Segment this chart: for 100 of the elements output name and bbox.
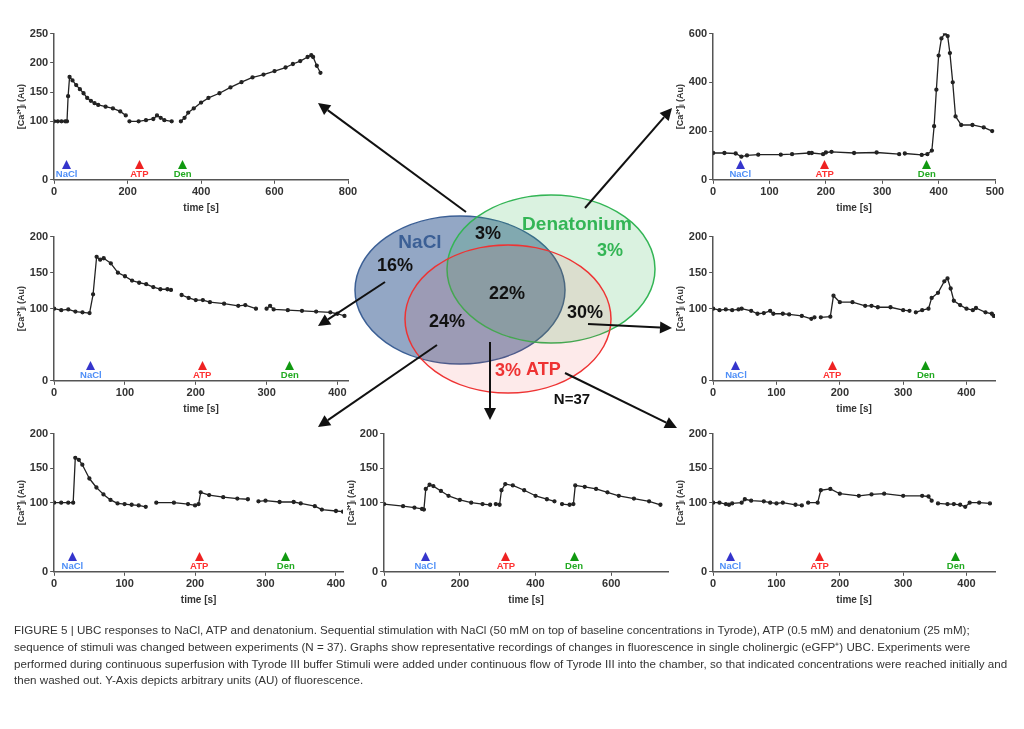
y-tick-label: 150 [688,461,708,474]
text: 24% [428,311,466,331]
y-tick-label: 400 [688,75,708,88]
y-tick-label: 100 [29,301,49,314]
annotation: ATP [821,368,843,380]
text: 3% [495,360,522,380]
y-tick-label: 200 [688,229,708,242]
y-axis-title: [Ca²⁺]ᵢ (Au) [15,286,26,332]
y-tick-label: 150 [688,265,708,278]
y-tick-label: 200 [29,229,49,242]
y-tick-label: 0 [701,564,708,577]
y-axis-title: [Ca²⁺]ᵢ (Au) [345,480,356,526]
x-tick-label: 600 [602,577,621,590]
y-axis-title: [Ca²⁺]ᵢ (Au) [15,480,26,526]
y-tick-label: 0 [701,172,708,185]
caption: FIGURE 5 | UBC responses to NaCl, ATP and denatonium. Sequential stimulation with NaCl (50 mM on top of baseline concentrations in Tyrode), ATP (0.5 mM) and denatonium (25 mM); sequence of stimuli was changed between experiments (N = 37). Graphs show representative recordings of changes in fluorescence in single cholinergic (eGFP⁺) UBC. Experiments were performed during continuous superfusion with Tyrode III buffer Stimuli were added under continuous flow of Tyrode III into the chamber, so that indicated concentrations were reached initially and then washed out. Y-Axis depicts arbitrary units (AU) of fluorescence. [14,622,1009,689]
x-tick-label: 200 [185,577,205,590]
y-tick-label: 100 [359,495,379,508]
x-tick-label: 300 [893,577,913,590]
annotation: Den [945,559,966,571]
x-tick-label: 100 [760,185,779,198]
y-tick-label: 100 [29,114,49,127]
x-tick-label: 400 [526,577,545,590]
annotation: ATP [809,559,830,571]
y-tick-label: 200 [359,426,379,439]
text: 3% [474,223,501,243]
legend-label: ATP [526,358,561,379]
x-axis-title: time [s] [183,201,219,213]
x-tick-label: 200 [450,577,470,590]
x-tick-label: 300 [257,386,276,399]
annotation: NaCl [718,559,743,571]
annotation: ATP [814,167,835,179]
annotation: NaCl [60,559,85,571]
x-tick-label: 400 [328,386,347,399]
y-tick-label: 100 [29,495,49,508]
y-tick-label: 0 [372,564,379,577]
annotation: Den [172,167,193,179]
x-tick-label: 0 [710,577,717,590]
y-tick-label: 0 [42,172,49,185]
x-tick-label: 0 [710,386,717,399]
x-tick-label: 100 [767,386,786,399]
x-tick-label: 100 [115,386,135,399]
x-tick-label: 400 [957,386,976,399]
x-axis-title: time [s] [183,402,219,414]
annotation: ATP [129,167,150,179]
x-tick-label: 0 [381,577,388,590]
annotation: Den [564,559,584,571]
text: N=37 [553,390,591,408]
x-tick-label: 200 [186,386,205,399]
x-axis-title: time [s] [836,402,872,414]
x-tick-label: 400 [929,185,948,198]
y-tick-label: 150 [359,461,379,474]
x-tick-label: 200 [830,386,850,399]
text: 16% [376,255,414,275]
x-axis-title: time [s] [180,593,217,605]
x-tick-label: 0 [51,386,58,399]
y-tick-label: 0 [42,564,49,577]
annotation: NaCl [728,167,753,179]
y-axis-title: [Ca²⁺]ᵢ (Au) [674,286,685,332]
x-tick-label: 400 [957,577,976,590]
x-axis-title: time [s] [836,593,872,605]
x-tick-label: 300 [256,577,275,590]
x-axis-title: time [s] [508,593,544,605]
annotation: NaCl [413,559,438,571]
x-tick-label: 400 [191,185,211,198]
y-tick-label: 200 [29,426,49,439]
x-tick-label: 200 [118,185,137,198]
y-axis-title: [Ca²⁺]ᵢ (Au) [674,480,685,526]
y-tick-label: 0 [42,373,49,386]
annotation: ATP [495,559,517,571]
y-axis-title: [Ca²⁺]ᵢ (Au) [674,84,685,130]
annotation: Den [279,368,300,380]
x-tick-label: 0 [51,577,58,590]
x-tick-label: 200 [830,577,850,590]
y-tick-label: 600 [688,26,708,39]
annotation: Den [275,559,296,571]
annotation: ATP [192,368,213,380]
y-tick-label: 150 [29,265,49,278]
x-tick-label: 600 [265,185,284,198]
y-tick-label: 200 [29,55,49,68]
x-tick-label: 300 [873,185,892,198]
annotation: NaCl [79,368,103,380]
y-axis-title: [Ca²⁺]ᵢ (Au) [15,84,26,130]
text: 3% [596,240,624,260]
y-tick-label: 100 [688,301,708,314]
x-axis-title: time [s] [836,201,872,213]
y-tick-label: 200 [688,426,708,439]
y-tick-label: 250 [29,26,49,39]
x-tick-label: 100 [767,577,786,590]
x-tick-label: 300 [893,386,913,399]
y-tick-label: 200 [688,124,708,137]
y-tick-label: 150 [29,461,49,474]
x-tick-label: 0 [710,185,717,198]
annotation: Den [916,167,937,179]
text: 30% [566,302,604,322]
y-tick-label: 0 [701,373,708,386]
y-tick-label: 150 [29,85,49,98]
x-tick-label: 800 [338,185,358,198]
annotation: Den [915,368,936,380]
annotation: NaCl [724,368,748,380]
